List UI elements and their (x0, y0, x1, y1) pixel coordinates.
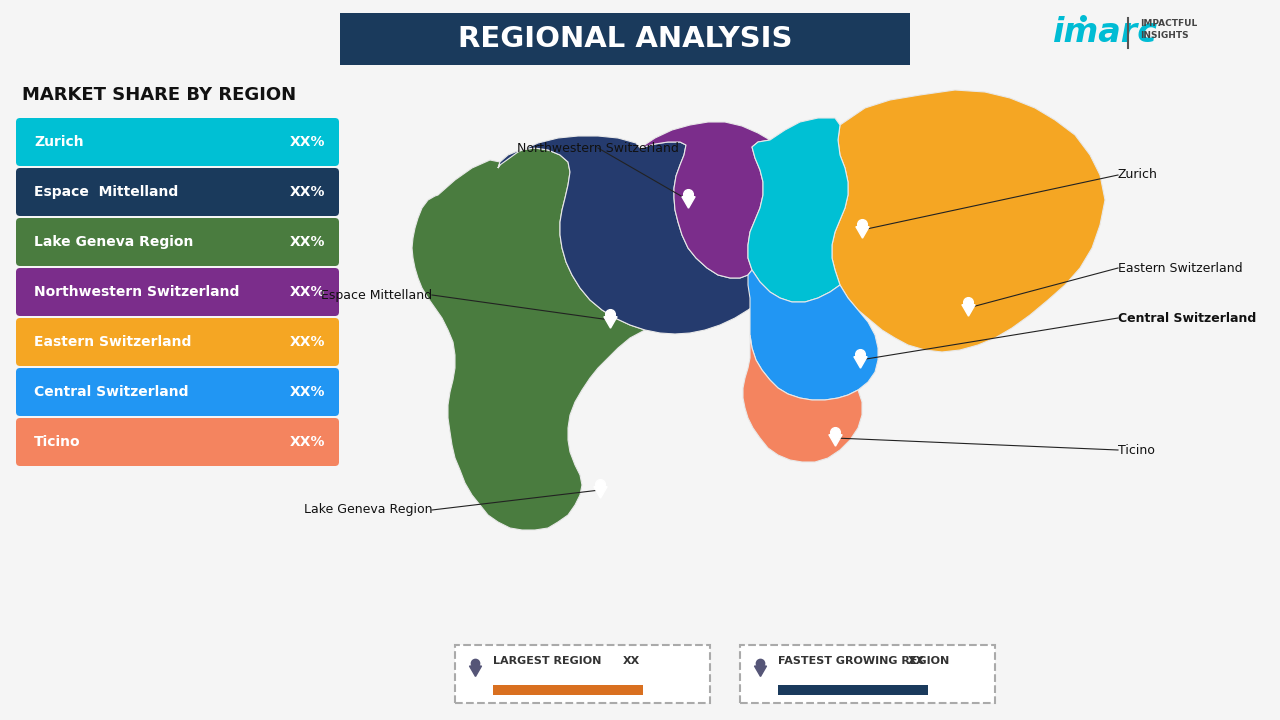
Polygon shape (742, 335, 861, 462)
FancyBboxPatch shape (15, 218, 339, 266)
Text: XX%: XX% (289, 335, 325, 349)
Polygon shape (748, 118, 849, 302)
FancyBboxPatch shape (15, 268, 339, 316)
Text: Ticino: Ticino (35, 435, 81, 449)
Text: LARGEST REGION: LARGEST REGION (493, 656, 602, 666)
Text: XX%: XX% (289, 235, 325, 249)
Text: Espace  Mittelland: Espace Mittelland (35, 185, 178, 199)
FancyBboxPatch shape (15, 168, 339, 216)
Text: XX%: XX% (289, 185, 325, 199)
Text: Lake Geneva Region: Lake Geneva Region (35, 235, 193, 249)
FancyBboxPatch shape (778, 685, 928, 695)
Text: INSIGHTS: INSIGHTS (1140, 32, 1189, 40)
Text: Espace Mittelland: Espace Mittelland (321, 289, 433, 302)
Text: XX%: XX% (289, 435, 325, 449)
Polygon shape (832, 90, 1105, 352)
Polygon shape (412, 148, 645, 530)
Text: XX: XX (908, 656, 925, 666)
Text: XX%: XX% (289, 285, 325, 299)
FancyBboxPatch shape (740, 645, 995, 703)
Text: Ticino: Ticino (1117, 444, 1155, 456)
Text: Zurich: Zurich (35, 135, 83, 149)
Text: XX%: XX% (289, 135, 325, 149)
Text: FASTEST GROWING REGION: FASTEST GROWING REGION (778, 656, 950, 666)
Polygon shape (748, 270, 878, 400)
Text: XX: XX (623, 656, 640, 666)
FancyBboxPatch shape (15, 118, 339, 166)
FancyBboxPatch shape (15, 418, 339, 466)
Text: XX%: XX% (289, 385, 325, 399)
Text: imarc: imarc (1052, 16, 1157, 48)
Text: Central Switzerland: Central Switzerland (1117, 312, 1256, 325)
Text: Central Switzerland: Central Switzerland (35, 385, 188, 399)
Text: REGIONAL ANALYSIS: REGIONAL ANALYSIS (458, 25, 792, 53)
Text: Eastern Switzerland: Eastern Switzerland (35, 335, 192, 349)
Text: IMPACTFUL: IMPACTFUL (1140, 19, 1197, 29)
FancyBboxPatch shape (340, 13, 910, 65)
Text: Zurich: Zurich (1117, 168, 1158, 181)
Polygon shape (498, 136, 771, 334)
FancyBboxPatch shape (15, 318, 339, 366)
Text: MARKET SHARE BY REGION: MARKET SHARE BY REGION (22, 86, 296, 104)
Text: Lake Geneva Region: Lake Geneva Region (303, 503, 433, 516)
Text: Northwestern Switzerland: Northwestern Switzerland (517, 142, 678, 155)
Polygon shape (640, 122, 771, 278)
Text: Northwestern Switzerland: Northwestern Switzerland (35, 285, 239, 299)
FancyBboxPatch shape (493, 685, 643, 695)
Text: Eastern Switzerland: Eastern Switzerland (1117, 261, 1243, 274)
FancyBboxPatch shape (15, 368, 339, 416)
FancyBboxPatch shape (454, 645, 710, 703)
